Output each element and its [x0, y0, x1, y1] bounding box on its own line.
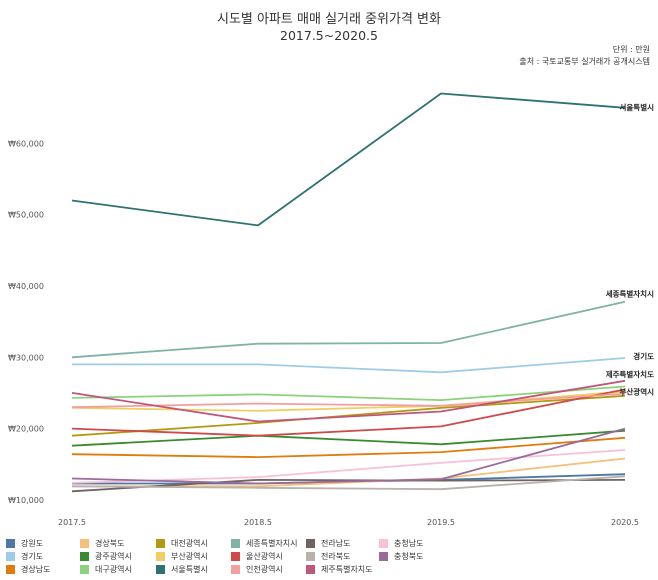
legend-item: 전라남도 — [306, 538, 350, 549]
legend-label: 울산광역시 — [246, 552, 283, 561]
chart-title: 시도별 아파트 매매 실거래 중위가격 변화 — [217, 12, 441, 27]
y-tick-label: ₩60,000 — [8, 139, 44, 148]
series-end-label: 부산광역시 — [620, 387, 655, 397]
x-tick-label: 2017.5 — [58, 518, 86, 527]
legend-swatch — [156, 565, 165, 574]
legend-swatch — [6, 539, 15, 548]
legend-item: 강원도 — [6, 538, 43, 549]
series-line — [71, 300, 626, 359]
series-line — [71, 436, 626, 459]
series-line — [71, 390, 626, 412]
legend-swatch — [231, 565, 240, 574]
legend-item: 광주광역시 — [80, 551, 132, 562]
legend-label: 전라북도 — [321, 552, 351, 561]
legend-label: 광주광역시 — [95, 552, 132, 561]
legend-swatch — [306, 539, 315, 548]
legend-item: 제주특별자치도 — [306, 564, 373, 575]
series-line — [71, 392, 626, 409]
legend-label: 대전광역시 — [171, 539, 208, 548]
series-line — [71, 379, 626, 423]
y-tick-label: ₩50,000 — [8, 211, 44, 220]
legend-swatch — [156, 552, 165, 561]
series-end-label: 경기도 — [633, 351, 654, 361]
legend-swatch — [379, 539, 388, 548]
legend-item: 충청북도 — [379, 551, 423, 562]
legend-swatch — [306, 552, 315, 561]
x-tick-label: 2020.5 — [611, 518, 639, 527]
x-tick-label: 2018.5 — [244, 518, 272, 527]
legend-item: 세종특별자치시 — [231, 538, 298, 549]
legend-item: 인천광역시 — [231, 564, 283, 575]
legend-label: 경상북도 — [95, 539, 125, 548]
y-tick-label: ₩20,000 — [8, 425, 44, 434]
legend-swatch — [156, 539, 165, 548]
legend-item: 대구광역시 — [80, 564, 132, 575]
series-line — [71, 385, 626, 402]
legend-swatch — [6, 565, 15, 574]
chart-subtitle: 2017.5~2020.5 — [280, 28, 378, 43]
legend-label: 경기도 — [21, 552, 44, 561]
legend-label: 서울특별시 — [171, 565, 208, 574]
legend-item: 경상남도 — [6, 564, 50, 575]
legend-label: 세종특별자치시 — [246, 539, 298, 548]
legend-label: 인천광역시 — [246, 565, 283, 574]
legend-swatch — [231, 539, 240, 548]
legend-swatch — [231, 552, 240, 561]
legend-label: 전라남도 — [321, 539, 351, 548]
series-line — [71, 388, 626, 437]
legend-swatch — [80, 539, 89, 548]
legend-item: 충청남도 — [379, 538, 423, 549]
series-line — [72, 357, 626, 374]
series-line — [71, 394, 626, 437]
legend-label: 대구광역시 — [95, 565, 132, 574]
legend-label: 충청북도 — [394, 552, 424, 561]
legend-swatch — [379, 552, 388, 561]
series-line — [71, 449, 626, 484]
legend-item: 서울특별시 — [156, 564, 208, 575]
legend-item: 대전광역시 — [156, 538, 208, 549]
legend-label: 부산광역시 — [171, 552, 208, 561]
legend-swatch — [6, 552, 15, 561]
legend-item: 울산광역시 — [231, 551, 283, 562]
line-chart: ₩10,000 ₩20,000 ₩30,000 ₩40,000 ₩50,000 ₩60,0… — [8, 92, 655, 527]
legend-swatch — [80, 552, 89, 561]
legend-item: 경기도 — [6, 551, 43, 562]
y-tick-label: ₩40,000 — [8, 282, 44, 291]
source-note: 출처 : 국토교통부 실거래가 공개시스템 — [519, 57, 650, 66]
legend-swatch — [80, 565, 89, 574]
series-line — [71, 429, 626, 447]
series-end-label: 제주특별자치도 — [606, 369, 654, 379]
series-end-label: 세종특별자치시 — [606, 289, 654, 299]
legend-label: 충청남도 — [394, 539, 424, 548]
legend-label: 제주특별자치도 — [321, 565, 373, 574]
y-tick-label: ₩10,000 — [8, 496, 44, 505]
legend-label: 경상남도 — [21, 565, 51, 574]
series-line — [71, 475, 626, 491]
legend-swatch — [306, 565, 315, 574]
legend-item: 부산광역시 — [156, 551, 208, 562]
legend-item: 전라북도 — [306, 551, 350, 562]
legend-item: 경상북도 — [80, 538, 124, 549]
series-line — [71, 478, 626, 493]
x-tick-label: 2019.5 — [427, 518, 455, 527]
series-line — [71, 427, 626, 485]
legend-label: 강원도 — [21, 539, 44, 548]
unit-note: 단위 : 만원 — [612, 45, 650, 54]
series-end-label: 서울특별시 — [620, 102, 655, 112]
series-line — [71, 92, 626, 227]
y-tick-label: ₩30,000 — [8, 353, 44, 362]
